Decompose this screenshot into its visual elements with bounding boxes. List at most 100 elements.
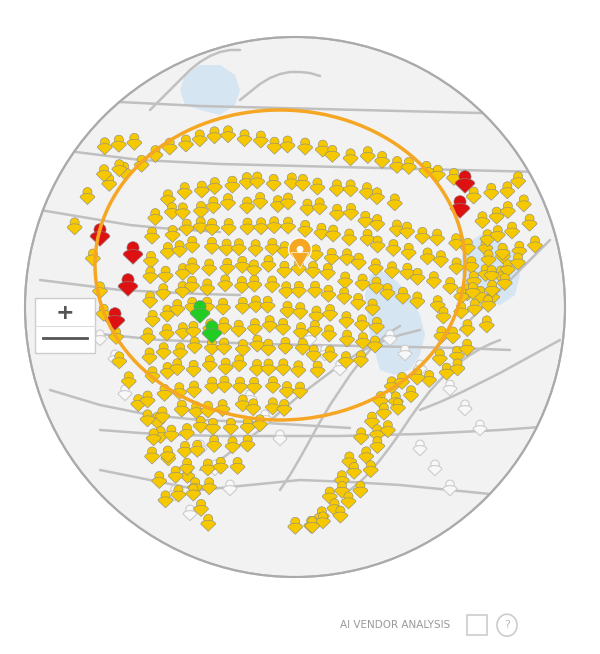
Circle shape: [189, 484, 198, 493]
Polygon shape: [339, 318, 354, 328]
Circle shape: [238, 256, 247, 266]
Polygon shape: [351, 300, 365, 311]
Polygon shape: [354, 434, 368, 445]
Circle shape: [238, 298, 247, 307]
Polygon shape: [522, 220, 537, 231]
Polygon shape: [500, 188, 515, 199]
Polygon shape: [342, 235, 357, 246]
Polygon shape: [202, 362, 217, 373]
Polygon shape: [310, 367, 325, 378]
Polygon shape: [206, 203, 221, 214]
Polygon shape: [194, 187, 209, 198]
Circle shape: [323, 264, 332, 273]
Polygon shape: [153, 432, 168, 443]
Circle shape: [268, 276, 277, 285]
Circle shape: [358, 274, 367, 283]
Polygon shape: [460, 235, 520, 305]
Polygon shape: [225, 182, 240, 193]
Polygon shape: [401, 249, 416, 260]
Polygon shape: [179, 464, 194, 475]
Circle shape: [250, 318, 259, 328]
Circle shape: [436, 349, 445, 358]
Circle shape: [397, 372, 407, 381]
Polygon shape: [413, 366, 427, 375]
Polygon shape: [250, 366, 265, 377]
Circle shape: [146, 267, 155, 276]
Polygon shape: [207, 133, 222, 144]
Circle shape: [325, 346, 334, 355]
Polygon shape: [293, 245, 308, 256]
Polygon shape: [353, 487, 368, 498]
Circle shape: [256, 415, 265, 424]
Circle shape: [484, 250, 493, 259]
Polygon shape: [193, 223, 208, 234]
Polygon shape: [450, 365, 465, 376]
Polygon shape: [497, 279, 512, 290]
Circle shape: [461, 400, 469, 409]
Circle shape: [389, 239, 398, 249]
Polygon shape: [247, 383, 262, 394]
Circle shape: [324, 285, 333, 294]
Circle shape: [508, 222, 517, 231]
Polygon shape: [422, 377, 437, 387]
Circle shape: [303, 199, 312, 208]
Circle shape: [358, 315, 367, 324]
Polygon shape: [105, 316, 125, 330]
Circle shape: [151, 146, 160, 154]
Circle shape: [519, 195, 529, 204]
Polygon shape: [355, 320, 370, 332]
Circle shape: [243, 417, 253, 426]
Circle shape: [336, 360, 344, 368]
Circle shape: [269, 175, 278, 184]
Circle shape: [270, 137, 279, 146]
Circle shape: [261, 410, 269, 419]
Circle shape: [222, 239, 231, 248]
Circle shape: [115, 160, 124, 169]
Polygon shape: [188, 484, 203, 494]
Circle shape: [372, 317, 382, 326]
Circle shape: [439, 307, 448, 316]
Circle shape: [403, 263, 412, 272]
Polygon shape: [295, 344, 310, 355]
Polygon shape: [368, 265, 383, 276]
Circle shape: [112, 328, 121, 337]
Circle shape: [159, 343, 168, 352]
Circle shape: [210, 127, 219, 136]
Text: +: +: [56, 303, 74, 323]
Circle shape: [178, 322, 187, 332]
Circle shape: [503, 201, 512, 211]
Polygon shape: [160, 452, 175, 463]
Circle shape: [188, 258, 197, 267]
Polygon shape: [160, 330, 174, 341]
Polygon shape: [121, 378, 136, 388]
Circle shape: [151, 209, 160, 218]
Polygon shape: [155, 413, 170, 424]
Polygon shape: [389, 162, 404, 173]
Polygon shape: [240, 441, 255, 452]
Circle shape: [206, 318, 215, 328]
Polygon shape: [400, 269, 415, 280]
Circle shape: [273, 196, 283, 205]
Circle shape: [100, 165, 109, 174]
Circle shape: [224, 126, 233, 135]
Polygon shape: [369, 283, 384, 294]
Polygon shape: [500, 266, 515, 277]
Polygon shape: [160, 368, 175, 379]
Circle shape: [470, 299, 479, 308]
Circle shape: [283, 136, 292, 145]
Circle shape: [281, 337, 290, 347]
Circle shape: [500, 273, 509, 283]
Circle shape: [290, 517, 300, 526]
Circle shape: [493, 226, 502, 235]
Circle shape: [308, 262, 317, 271]
Circle shape: [356, 351, 365, 360]
Polygon shape: [175, 209, 190, 220]
Polygon shape: [284, 179, 299, 190]
Polygon shape: [460, 345, 475, 356]
Circle shape: [346, 203, 356, 213]
Circle shape: [178, 281, 187, 290]
Polygon shape: [145, 453, 160, 464]
Circle shape: [182, 424, 191, 433]
Polygon shape: [329, 186, 344, 197]
Polygon shape: [485, 294, 500, 305]
